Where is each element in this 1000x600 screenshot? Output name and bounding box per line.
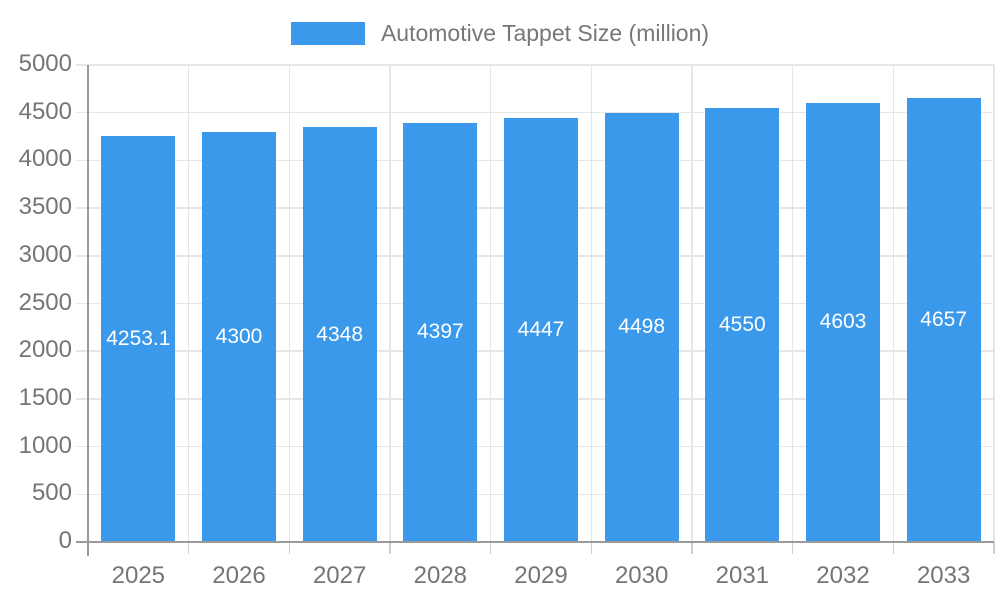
- bar[interactable]: [101, 136, 176, 542]
- gridline-horizontal: [76, 64, 994, 66]
- bar-value-label: 4603: [819, 310, 867, 334]
- legend-label: Automotive Tappet Size (million): [380, 20, 710, 46]
- bar-value-label: 4657: [920, 307, 968, 331]
- x-axis-tick: [288, 542, 291, 554]
- gridline-vertical: [892, 65, 895, 542]
- x-axis-line: [76, 541, 994, 543]
- x-axis-tick-label: 2029: [514, 562, 568, 589]
- x-axis-tick-label: 2025: [111, 562, 166, 589]
- x-axis-tick-label: 2031: [715, 562, 770, 589]
- y-axis-tick-label: 500: [31, 479, 72, 507]
- bar-value-label: 4447: [517, 317, 565, 341]
- y-axis-tick-label: 4000: [18, 145, 72, 173]
- gridline-vertical: [489, 65, 492, 542]
- x-axis-tick: [489, 542, 492, 554]
- y-axis-tick-label: 2500: [18, 288, 72, 316]
- gridline-vertical: [791, 65, 794, 542]
- bar-value-label: 4498: [618, 315, 666, 339]
- legend: Automotive Tappet Size (million): [0, 20, 1000, 47]
- gridline-vertical: [993, 65, 995, 542]
- y-axis-tick-label: 1000: [18, 431, 72, 459]
- gridline-vertical: [590, 65, 593, 542]
- bar[interactable]: [202, 131, 276, 542]
- x-axis-tick-label: 2026: [212, 562, 266, 589]
- x-axis-tick: [389, 542, 391, 554]
- y-axis-tick-label: 2000: [18, 336, 72, 364]
- bar-value-label: 4348: [316, 322, 364, 346]
- bar-value-label: 4550: [718, 312, 766, 336]
- x-axis-tick-label: 2030: [614, 562, 669, 589]
- bar[interactable]: [906, 97, 981, 542]
- x-axis-tick: [993, 542, 995, 554]
- legend-swatch-icon: [290, 22, 365, 45]
- bar[interactable]: [604, 112, 679, 542]
- bar-value-label: 4300: [215, 324, 263, 348]
- bar-value-label: 4253.1: [106, 327, 171, 351]
- x-axis-tick-label: 2032: [816, 562, 870, 589]
- x-axis-tick: [892, 542, 895, 554]
- gridline-vertical: [187, 65, 190, 542]
- y-axis-tick-label: 5000: [18, 50, 72, 77]
- x-axis-tick-label: 2033: [916, 562, 971, 589]
- x-axis-tick-label: 2027: [312, 562, 367, 589]
- gridline-horizontal: [76, 111, 994, 114]
- x-axis-tick: [187, 542, 190, 554]
- y-axis-line: [87, 65, 89, 556]
- x-axis-tick-label: 2028: [413, 562, 468, 589]
- x-axis-tick: [791, 542, 794, 554]
- bar[interactable]: [504, 117, 578, 542]
- gridline-vertical: [389, 65, 391, 542]
- y-axis-tick-label: 1500: [18, 383, 72, 411]
- y-axis-tick-label: 3000: [18, 240, 72, 268]
- x-axis-tick: [691, 542, 693, 554]
- bar[interactable]: [806, 102, 880, 542]
- bar[interactable]: [403, 122, 478, 542]
- y-axis-tick-label: 3500: [18, 193, 72, 221]
- bar-value-label: 4397: [416, 320, 464, 344]
- legend-item[interactable]: Automotive Tappet Size (million): [290, 20, 710, 47]
- bar[interactable]: [302, 127, 377, 542]
- gridline-vertical: [691, 65, 693, 542]
- y-axis-tick-label: 4500: [18, 97, 72, 125]
- x-axis-tick: [590, 542, 593, 554]
- gridline-vertical: [288, 65, 291, 542]
- bar[interactable]: [705, 107, 780, 542]
- y-axis-tick-label: 0: [58, 527, 72, 554]
